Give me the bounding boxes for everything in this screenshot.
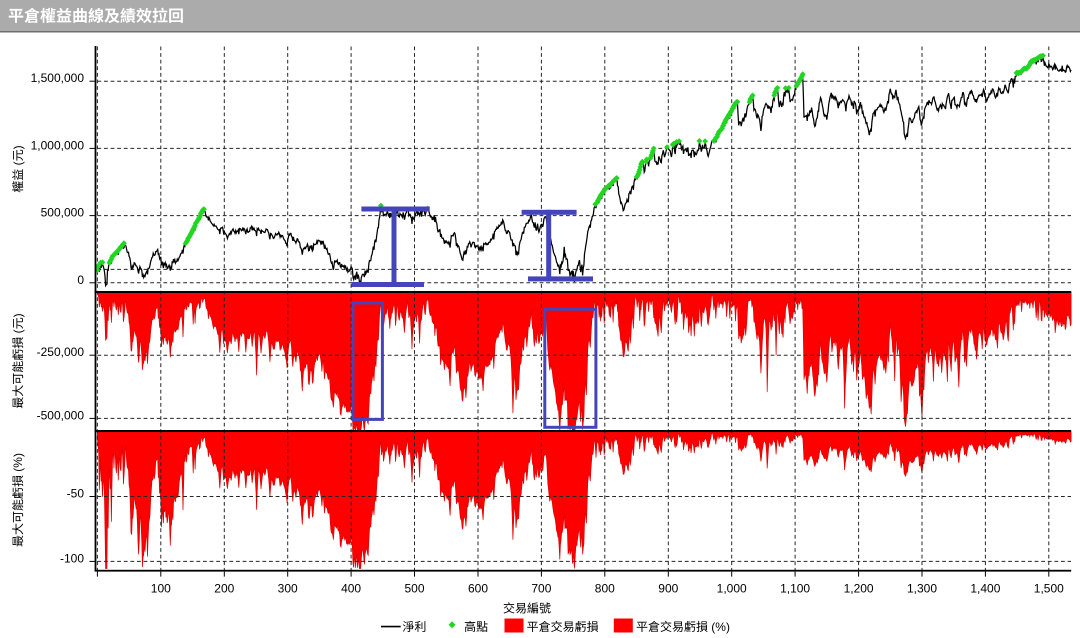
svg-text:1,200: 1,200 (844, 582, 874, 596)
svg-text:): ) (11, 145, 25, 149)
svg-text:(%): (%) (711, 620, 730, 634)
svg-text:-250,000: -250,000 (37, 345, 85, 359)
svg-text:): ) (11, 313, 25, 317)
svg-text:1,500: 1,500 (1034, 582, 1064, 596)
svg-text:500: 500 (404, 582, 424, 596)
svg-text:600: 600 (468, 582, 488, 596)
svg-text:1,000,000: 1,000,000 (31, 138, 85, 152)
svg-text:300: 300 (278, 582, 298, 596)
svg-text:1,400: 1,400 (970, 582, 1000, 596)
svg-text:500,000: 500,000 (41, 206, 85, 220)
svg-text:(: ( (11, 329, 25, 333)
svg-text:1,100: 1,100 (780, 582, 810, 596)
svg-text:(: ( (11, 161, 25, 165)
svg-text:-100: -100 (60, 551, 84, 565)
svg-text:1,300: 1,300 (907, 582, 937, 596)
svg-text:800: 800 (595, 582, 615, 596)
svg-text:-50: -50 (67, 487, 85, 501)
svg-text:1,000: 1,000 (717, 582, 747, 596)
svg-text:0: 0 (77, 273, 84, 287)
svg-text:700: 700 (531, 582, 551, 596)
svg-text:100: 100 (151, 582, 171, 596)
svg-text:1,500,000: 1,500,000 (31, 71, 85, 85)
svg-text:-500,000: -500,000 (37, 408, 85, 422)
svg-text:900: 900 (658, 582, 678, 596)
svg-text:400: 400 (341, 582, 361, 596)
svg-text:200: 200 (214, 582, 234, 596)
svg-text:(%): (%) (11, 453, 25, 472)
